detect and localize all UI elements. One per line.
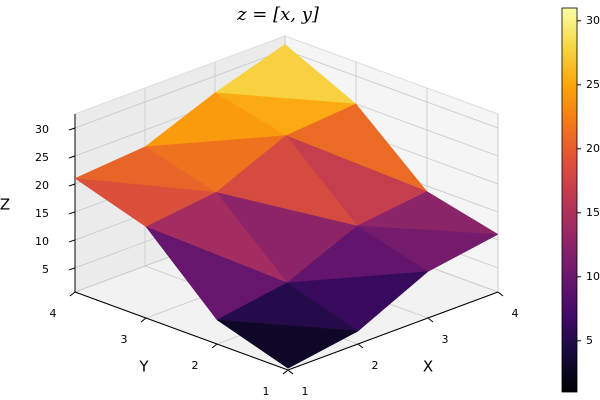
x-tick-label: 1 [302, 385, 309, 398]
tick-mark [211, 343, 218, 349]
colorbar-tick-label: 5 [586, 334, 593, 347]
y-tick-label: 1 [263, 385, 270, 398]
z-tick-label: 25 [35, 151, 49, 164]
z-tick-label: 30 [35, 123, 49, 136]
tick-mark [68, 239, 76, 243]
colorbar [561, 7, 578, 393]
y-axis-label: Y [138, 358, 149, 376]
tick-mark [68, 183, 76, 187]
tick-mark [68, 267, 76, 271]
tick-mark [497, 291, 504, 297]
surface [74, 44, 499, 369]
surface-face [216, 319, 359, 369]
tick-mark [69, 291, 76, 297]
z-tick-label: 5 [42, 263, 49, 276]
grid-line [74, 49, 286, 129]
tick-mark [427, 317, 434, 323]
z-tick-label: 15 [35, 207, 49, 220]
z-tick-label: 10 [35, 235, 49, 248]
x-axis [287, 291, 499, 371]
z-axis-label: Z [0, 196, 10, 214]
colorbar-tick-label: 15 [586, 206, 600, 219]
z-tick-label: 20 [35, 179, 49, 192]
x-tick-label: 4 [512, 307, 519, 320]
tick-mark [287, 369, 294, 375]
y-tick-label: 4 [50, 307, 57, 320]
tick-mark [140, 317, 147, 323]
chart-title: z = [x, y] [236, 4, 320, 25]
x-tick-label: 2 [372, 359, 379, 372]
colorbar-tick-label: 10 [586, 270, 600, 283]
grid-line [284, 49, 499, 129]
colorbar-tick-label: 25 [586, 78, 600, 91]
tick-mark [357, 343, 364, 349]
tick-mark [68, 211, 76, 215]
x-axis-label: X [423, 358, 433, 376]
y-tick-label: 2 [192, 359, 199, 372]
tick-mark [68, 155, 76, 159]
colorbar-tick-label: 30 [586, 14, 600, 27]
y-tick-label: 3 [121, 333, 128, 346]
y-axis [74, 291, 289, 371]
x-tick-label: 3 [442, 333, 449, 346]
tick-mark [68, 127, 76, 131]
colorbar-tick-label: 20 [586, 142, 600, 155]
tick-mark [282, 369, 289, 375]
